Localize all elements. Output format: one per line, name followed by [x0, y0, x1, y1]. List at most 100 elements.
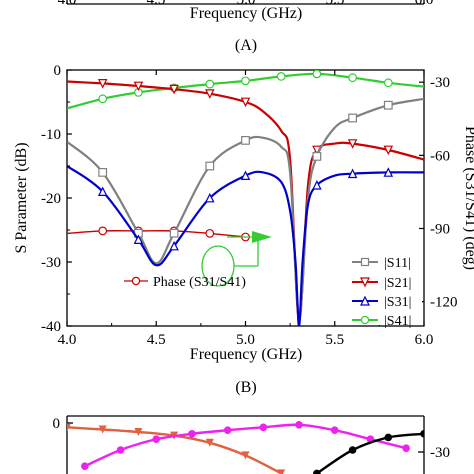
- top-xtick-2: 5.0: [237, 0, 256, 8]
- bottom-series-0: [67, 423, 286, 474]
- top-xtick-4: 6.0: [415, 0, 434, 8]
- series-0-point-3: [205, 161, 215, 171]
- series-4-point-0: [98, 226, 108, 236]
- series-0-point-4: [241, 136, 250, 145]
- top-xtick-1: 4.5: [147, 0, 166, 8]
- legend: |S11| |S21| |S31| |S41|: [350, 253, 422, 329]
- series-group-1: [67, 79, 424, 321]
- legend-label-s21: |S21|: [384, 276, 411, 291]
- series-2-point-1: [133, 234, 144, 244]
- xtick-label-0: 4.0: [58, 332, 77, 348]
- series-2-point-7: [383, 167, 394, 177]
- top-xlabel: Frequency (GHz): [190, 5, 302, 22]
- legend-label-s31: |S31|: [384, 295, 411, 310]
- series-group-4: [67, 226, 250, 242]
- bottom-series-1-point-4: [223, 426, 232, 435]
- series-1-point-6: [347, 139, 358, 149]
- series-3-point-5: [276, 71, 286, 81]
- bottom-ytick-left: 0: [53, 416, 61, 432]
- series-0-point-6: [348, 113, 357, 123]
- series-0-point-2: [169, 228, 179, 238]
- bottom-series-0-point-4: [205, 438, 214, 447]
- series-2-point-6: [347, 168, 358, 179]
- series-1-point-3: [205, 89, 215, 99]
- tick-layer: 4.0 4.5 5.0 5.5 6.0 0 -10 -20 -30 -40 -30 -60 -90 -12…: [41, 63, 458, 348]
- series-3-point-0: [98, 94, 108, 104]
- series-1-point-2: [169, 84, 179, 95]
- legend-label-s41: |S41|: [384, 314, 411, 329]
- ytick-label-1: -10: [41, 127, 61, 143]
- top-xtick-0: 4.0: [58, 0, 77, 8]
- bottom-series-1-point-3: [188, 430, 196, 438]
- series-2-point-2: [169, 240, 179, 251]
- bottom-series-1-point-1: [116, 446, 125, 454]
- series-3-point-6: [312, 70, 322, 79]
- series-0-point-0: [98, 168, 108, 177]
- bottom-series-layer: [67, 421, 424, 474]
- series-4-point-3: [205, 228, 215, 238]
- bottom-series-1-point-2: [152, 435, 161, 444]
- chart-b: 4.0 4.5 5.0 5.5 6.0 0 -10 -20 -30 -40 -30 -60 -90 -12…: [13, 63, 474, 396]
- legend-marker-s31: [360, 295, 370, 306]
- bottom-series-0-point-1: [98, 425, 107, 434]
- series-line-2: [67, 165, 424, 326]
- series-group-2: [67, 165, 424, 326]
- bottom-series-0-point-6: [277, 469, 286, 474]
- legend-marker-s11: [360, 257, 370, 267]
- phase-legend-label: Phase (S31/S41): [153, 275, 246, 290]
- series-1-point-0: [97, 79, 108, 89]
- panel-label-a: (A): [235, 37, 257, 54]
- y2-axis-label: Phase (S31/S41) (deg): [462, 126, 474, 270]
- phase-legend-marker: [131, 276, 141, 286]
- y-axis-label: S Parameter (dB): [13, 142, 30, 253]
- xtick-label-3: 5.5: [325, 332, 344, 348]
- series-3-point-3: [205, 79, 215, 89]
- bottom-series-1-point-5: [259, 423, 268, 432]
- series-3-point-7: [348, 73, 358, 83]
- bottom-series-1-point-7: [330, 426, 339, 435]
- xtick-label-4: 6.0: [415, 332, 434, 348]
- series-layer: [67, 70, 424, 326]
- y2tick-label-3: -120: [430, 295, 458, 311]
- xtick-label-2: 5.0: [236, 332, 255, 348]
- y2tick-label-2: -90: [430, 221, 450, 237]
- bottom-series-line-1: [84, 423, 407, 468]
- series-2-point-3: [205, 192, 215, 203]
- bottom-series-0-point-0: [67, 423, 71, 432]
- top-panel-fragment: 4.0 4.5 5.0 5.5 6.0 Frequency (GHz) (A): [58, 0, 434, 54]
- series-1-point-7: [383, 145, 394, 156]
- bottom-series-0-point-5: [241, 451, 250, 460]
- bottom-ytick-right: -30: [430, 445, 450, 461]
- series-3-point-4: [241, 76, 250, 86]
- annotation-arrow-head: [252, 231, 272, 243]
- series-2-point-4: [240, 170, 251, 180]
- bottom-series-2: [313, 430, 424, 474]
- series-2-point-5: [312, 180, 322, 190]
- ytick-label-4: -40: [41, 319, 61, 335]
- x-axis-label: Frequency (GHz): [190, 346, 302, 363]
- phase-legend: Phase (S31/S41): [124, 275, 246, 290]
- ytick-label-0: 0: [54, 63, 62, 79]
- bottom-series-line-2: [316, 432, 424, 474]
- y2tick-label-1: -60: [430, 148, 450, 164]
- ytick-label-2: -20: [41, 191, 61, 207]
- legend-marker-s21: [360, 277, 370, 288]
- legend-label-s11: |S11|: [384, 256, 411, 271]
- xtick-label-1: 4.5: [147, 332, 166, 348]
- series-2-point-0: [97, 186, 108, 196]
- bottom-series-2-point-0: [313, 469, 321, 474]
- series-0-point-5: [312, 152, 322, 161]
- bottom-series-2-point-2: [384, 433, 393, 442]
- ytick-label-3: -30: [41, 255, 61, 271]
- y2tick-label-0: -30: [430, 75, 450, 91]
- series-1-point-4: [240, 97, 251, 108]
- bottom-series-1-point-0: [81, 462, 89, 471]
- panel-label-b: (B): [235, 379, 256, 396]
- legend-marker-s41: [360, 315, 370, 325]
- bottom-panel-fragment: 0 -30: [53, 415, 450, 474]
- bottom-series-1: [81, 421, 410, 471]
- series-3-point-8: [383, 78, 393, 88]
- bottom-series-1-point-9: [402, 444, 410, 453]
- top-xtick-3: 5.5: [326, 0, 345, 8]
